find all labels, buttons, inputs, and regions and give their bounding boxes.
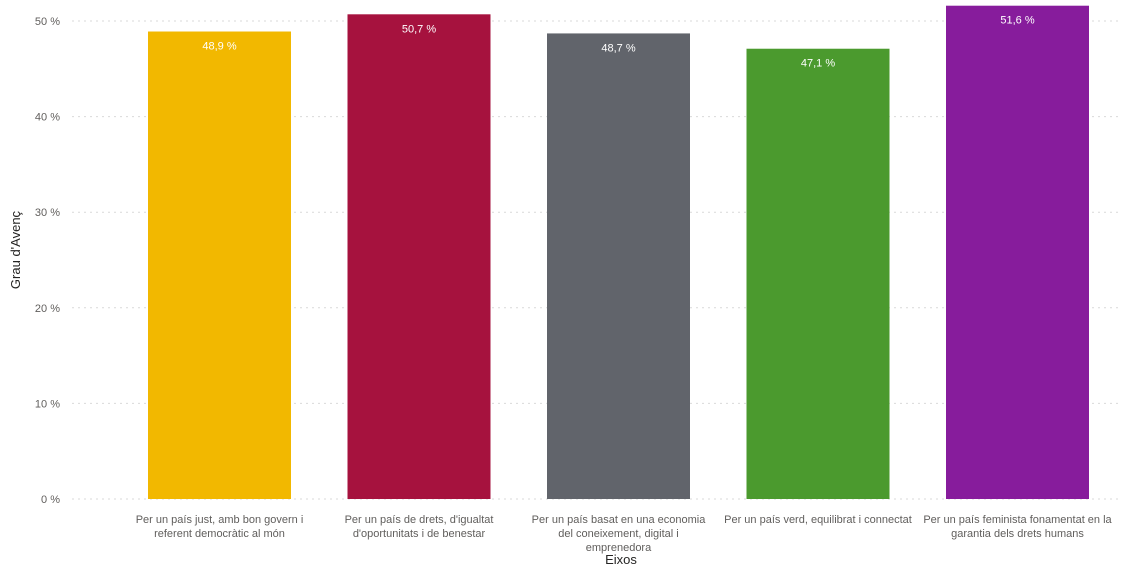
bar-data-label: 51,6 % [1000, 15, 1034, 27]
bars [148, 5, 1089, 500]
bar[interactable] [946, 5, 1089, 499]
y-axis-ticks: 0 % 10 % 20 % 30 % 40 % 50 % [35, 16, 60, 506]
y-tick-label: 40 % [35, 112, 60, 124]
category-label: Per un país just, amb bon govern i refere… [136, 514, 304, 540]
y-tick-label: 0 % [41, 494, 60, 506]
x-axis-title: Eixos [605, 552, 637, 566]
y-axis-title: Grau d'Avenç [8, 210, 23, 289]
bar[interactable] [347, 14, 491, 499]
bar-data-label: 48,9 % [202, 41, 236, 53]
bar[interactable] [746, 48, 890, 499]
data-labels: 48,9 % 50,7 % 48,7 % 47,1 % 51,6 % [202, 15, 1034, 70]
bar-data-label: 50,7 % [402, 23, 436, 35]
bar[interactable] [148, 31, 291, 500]
category-label: Per un país de drets, d'igualtat d'oportu… [345, 514, 494, 540]
bar-data-label: 48,7 % [601, 42, 635, 54]
y-tick-label: 30 % [35, 207, 60, 219]
category-label: Per un país basat en una economia del con… [532, 514, 707, 554]
y-tick-label: 10 % [35, 398, 60, 410]
y-tick-label: 50 % [35, 16, 60, 28]
bar[interactable] [547, 33, 690, 499]
y-tick-label: 20 % [35, 303, 60, 315]
bar-data-label: 47,1 % [801, 58, 835, 70]
category-label: Per un país verd, equilibrat i connectat [724, 514, 912, 526]
x-axis-categories: Per un país just, amb bon govern i refere… [136, 514, 1113, 554]
category-label: Per un país feminista fonamentat en la ga… [923, 514, 1112, 540]
